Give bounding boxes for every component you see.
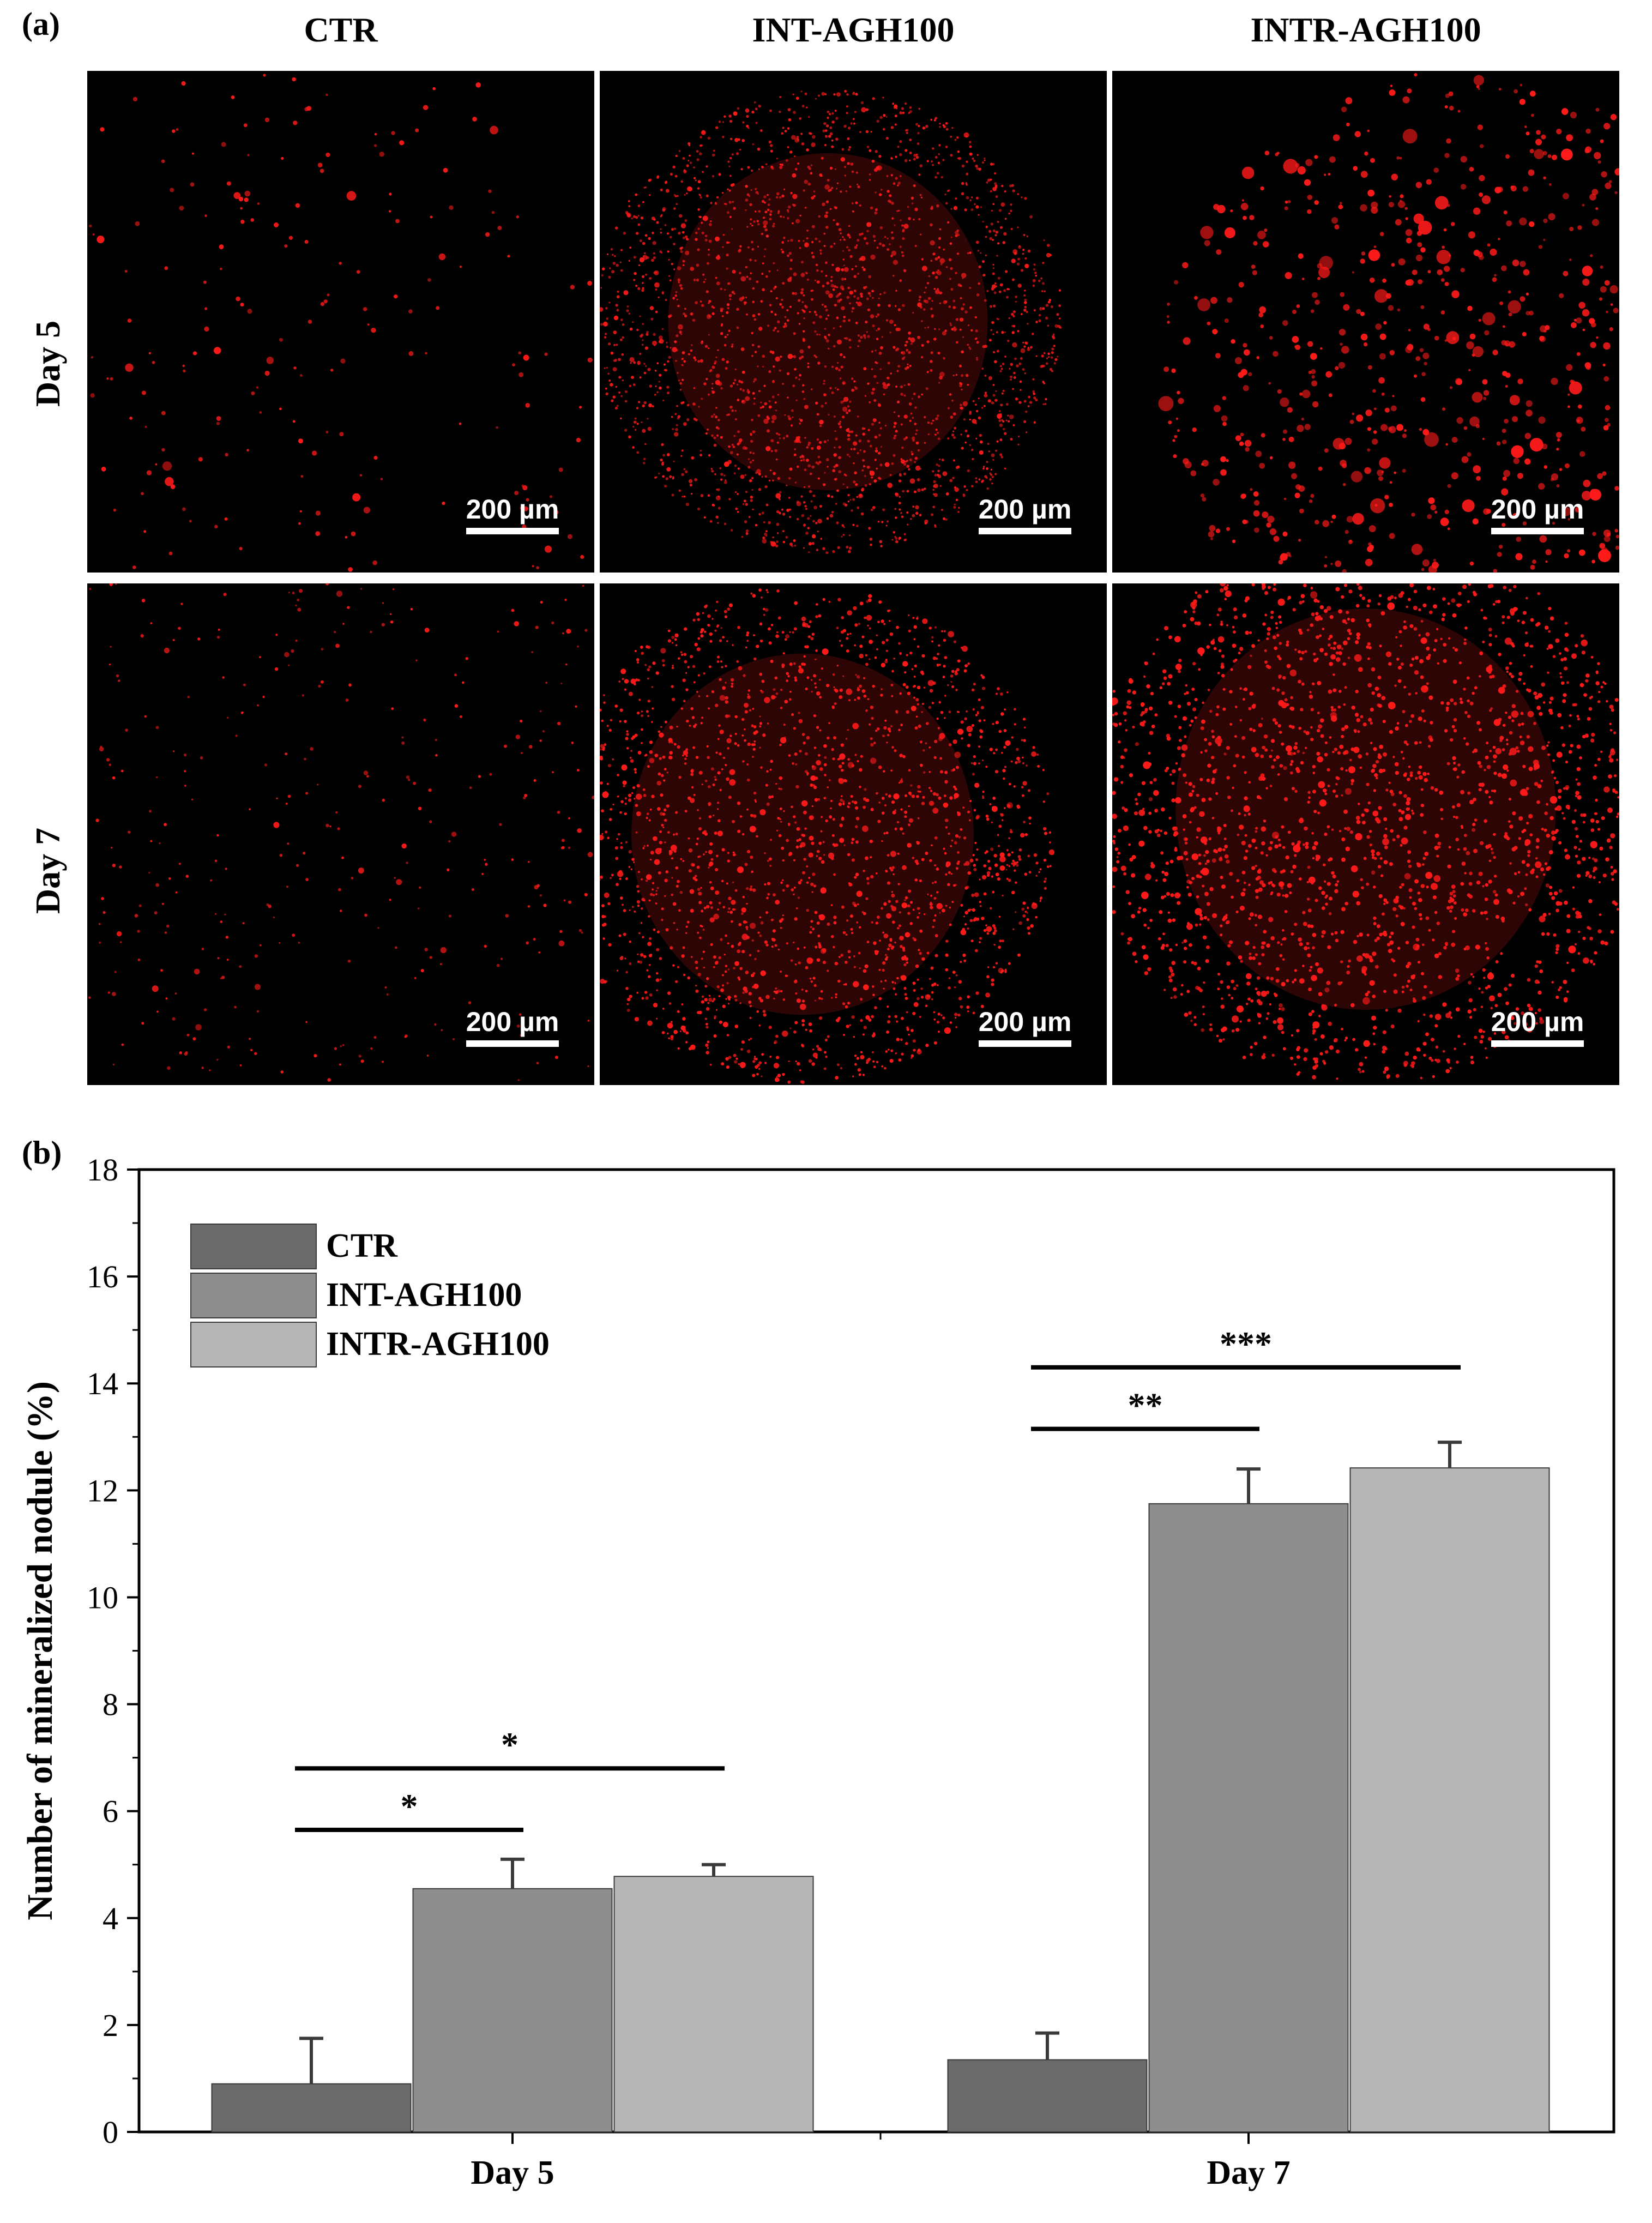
y-tick-label: 14 bbox=[87, 1366, 118, 1401]
x-tick-label: Day 5 bbox=[471, 2154, 554, 2191]
bar bbox=[412, 1888, 613, 2132]
micrograph-day-7-intr-agh100: 200 µm bbox=[1112, 583, 1619, 1085]
significance-label: * bbox=[401, 1787, 418, 1826]
bar bbox=[947, 2059, 1148, 2132]
y-tick-label: 8 bbox=[103, 1687, 118, 1722]
column-header-int-agh100: INT-AGH100 bbox=[752, 10, 955, 49]
scale-bar bbox=[466, 1040, 559, 1047]
x-tick-label: Day 7 bbox=[1207, 2154, 1290, 2191]
y-tick-label: 16 bbox=[87, 1259, 118, 1294]
significance-label: ** bbox=[1128, 1386, 1163, 1425]
row-header-day-5: Day 5 bbox=[28, 320, 67, 407]
micrograph-day-5-int-agh100: 200 µm bbox=[600, 71, 1107, 573]
y-tick-label: 0 bbox=[103, 2114, 118, 2150]
legend-swatch bbox=[190, 1273, 317, 1318]
micrograph-day-7-ctr: 200 µm bbox=[87, 583, 594, 1085]
scale-bar bbox=[1491, 1040, 1584, 1047]
y-tick-label: 4 bbox=[103, 1901, 118, 1936]
significance-label: *** bbox=[1220, 1324, 1272, 1363]
scale-bar bbox=[466, 528, 559, 534]
y-tick-label: 10 bbox=[87, 1580, 118, 1615]
legend-label: INT-AGH100 bbox=[326, 1276, 522, 1314]
scale-bar-label: 200 µm bbox=[1491, 494, 1584, 525]
panel-b-label: (b) bbox=[22, 1135, 62, 1171]
panel-a-label: (a) bbox=[22, 6, 60, 42]
column-header-intr-agh100: INTR-AGH100 bbox=[1250, 10, 1481, 49]
scale-bar-label: 200 µm bbox=[978, 1007, 1072, 1037]
legend-swatch bbox=[190, 1322, 317, 1367]
scale-bar-label: 200 µm bbox=[466, 1007, 559, 1037]
scale-bar bbox=[1491, 528, 1584, 534]
y-tick-label: 2 bbox=[103, 2008, 118, 2043]
significance-label: * bbox=[501, 1725, 518, 1764]
micrograph-day-7-int-agh100: 200 µm bbox=[600, 583, 1107, 1085]
scale-bar-label: 200 µm bbox=[1491, 1007, 1584, 1037]
row-header-day-7: Day 7 bbox=[28, 827, 67, 914]
bar bbox=[1349, 1467, 1550, 2132]
scale-bar bbox=[979, 1040, 1071, 1047]
column-header-ctr: CTR bbox=[304, 10, 378, 49]
bar bbox=[1148, 1503, 1349, 2133]
bar bbox=[613, 1876, 814, 2132]
legend-swatch bbox=[190, 1224, 317, 1269]
micrograph-day-5-intr-agh100: 200 µm bbox=[1112, 71, 1619, 573]
scale-bar-label: 200 µm bbox=[978, 494, 1072, 525]
bar bbox=[211, 2083, 412, 2132]
y-tick-label: 18 bbox=[87, 1152, 118, 1188]
scale-bar bbox=[979, 528, 1071, 534]
legend-label: CTR bbox=[326, 1227, 398, 1264]
y-tick-label: 6 bbox=[103, 1794, 118, 1829]
mineralized-nodule-bar-chart: 0 2 4 6 8 10 12 14 16 18 Number of mineralized nod… bbox=[20, 1152, 1615, 2191]
scale-bar-label: 200 µm bbox=[466, 494, 559, 525]
legend-label: INTR-AGH100 bbox=[326, 1326, 550, 1363]
y-tick-label: 12 bbox=[87, 1473, 118, 1508]
micrograph-day-5-ctr: 200 µm bbox=[87, 71, 594, 573]
y-axis-label: Number of mineralized nodule (%) bbox=[20, 1381, 60, 1920]
